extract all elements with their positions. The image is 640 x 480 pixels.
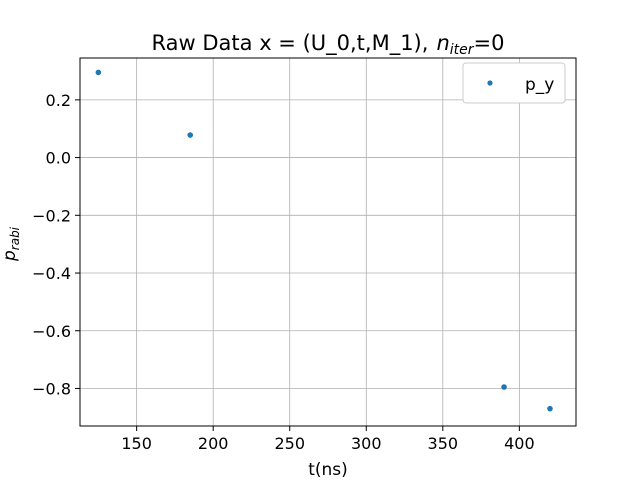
legend-marker xyxy=(487,80,493,86)
y-axis-ticks: 0.2 0.0 −0.2 −0.4 −0.6 −0.8 xyxy=(32,91,80,398)
y-tick-label: −0.6 xyxy=(32,322,71,341)
y-label-sub: rabi xyxy=(8,226,22,250)
y-tick-label: −0.4 xyxy=(32,264,71,283)
x-tick-label: 350 xyxy=(428,434,459,453)
plot-frame xyxy=(79,57,577,427)
y-tick-label: −0.8 xyxy=(32,379,71,398)
title-main: Raw Data x = (U_0,t,M_1), xyxy=(152,31,429,56)
title-sub: iter xyxy=(450,42,475,58)
x-tick-label: 200 xyxy=(198,434,229,453)
y-label-var: p xyxy=(0,250,20,262)
x-tick-label: 150 xyxy=(121,434,152,453)
data-point xyxy=(187,132,194,138)
x-axis-label: t(ns) xyxy=(308,460,348,480)
legend-label: p_y xyxy=(525,75,554,95)
x-axis-ticks: 150 200 250 300 350 400 xyxy=(121,426,535,453)
legend-box xyxy=(462,62,566,104)
data-point xyxy=(95,69,102,76)
data-point xyxy=(547,405,553,412)
x-tick-label: 300 xyxy=(351,434,382,453)
data-points xyxy=(95,69,553,412)
legend: p_y xyxy=(462,62,566,104)
x-tick-label: 250 xyxy=(274,434,305,453)
x-tick-label: 400 xyxy=(504,434,535,453)
y-axis-label: prabi xyxy=(0,226,22,262)
title-tail: =0 xyxy=(474,31,505,55)
y-tick-label: −0.2 xyxy=(32,206,71,225)
y-tick-label: 0.0 xyxy=(46,149,71,168)
data-point xyxy=(501,384,507,390)
title-var: n xyxy=(436,31,449,55)
y-tick-label: 0.2 xyxy=(46,91,71,110)
grid-lines xyxy=(80,58,576,426)
chart-title: Raw Data x = (U_0,t,M_1), niter=0 xyxy=(152,31,505,58)
